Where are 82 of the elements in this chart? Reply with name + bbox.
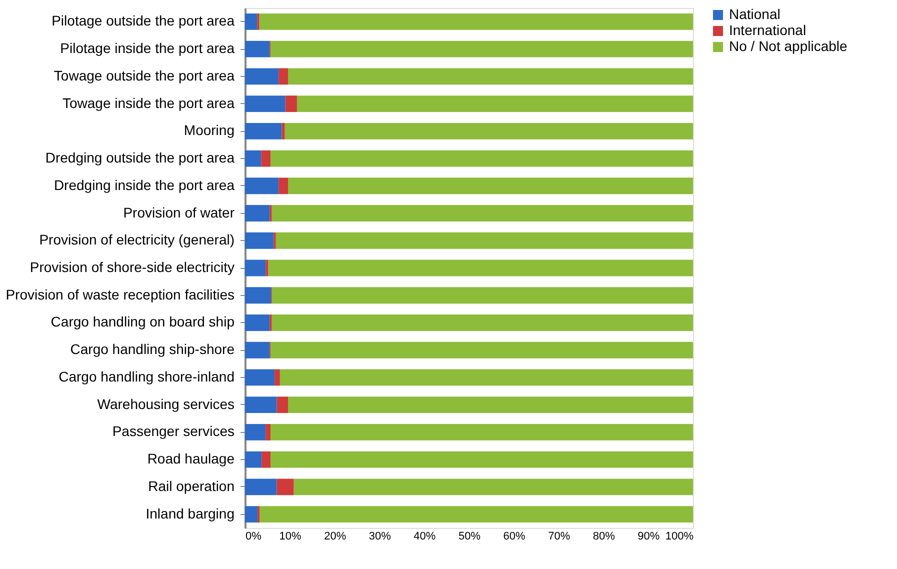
bar	[270, 342, 693, 358]
bar	[276, 232, 693, 249]
bar	[245, 424, 266, 440]
bar	[270, 40, 693, 58]
bar	[276, 478, 294, 496]
y-tick-label: Passenger services	[112, 423, 234, 440]
bar	[245, 260, 266, 276]
bar	[245, 68, 279, 85]
y-tick-label: Towage outside the port area	[54, 67, 235, 84]
bar	[245, 369, 275, 386]
y-tick-label: Road haulage	[147, 450, 235, 467]
bar	[272, 205, 693, 222]
x-tick-label: 20%	[324, 530, 346, 542]
bar	[245, 396, 277, 414]
bar	[245, 451, 262, 468]
x-tick-label: 50%	[458, 530, 481, 542]
y-tick-label: Rail operation	[148, 478, 234, 494]
y-tick-label: Mooring	[184, 122, 234, 138]
x-tick-label: 90%	[638, 530, 660, 542]
bar	[278, 68, 288, 85]
bar	[245, 96, 286, 112]
bar	[270, 451, 693, 468]
bar	[272, 314, 693, 331]
bar	[288, 178, 693, 194]
bar	[274, 369, 280, 386]
bar	[285, 96, 297, 112]
bar	[266, 424, 271, 440]
bar	[245, 13, 258, 30]
bar	[294, 478, 693, 496]
bar	[245, 205, 270, 222]
y-tick-label: Cargo handling on board ship	[50, 314, 235, 330]
x-tick-label: 60%	[503, 530, 526, 542]
legend-label: International	[729, 22, 806, 38]
bar	[245, 178, 279, 194]
bar	[245, 287, 271, 304]
bar	[272, 287, 693, 304]
bar	[245, 506, 258, 523]
y-tick-label: Provision of water	[123, 204, 235, 220]
bar	[245, 478, 277, 496]
bar	[284, 122, 693, 140]
bar	[282, 122, 285, 140]
bar	[245, 150, 262, 167]
x-tick-label: 0%	[246, 530, 262, 542]
x-tick-label: 100%	[665, 530, 694, 542]
bar	[245, 342, 270, 358]
bar	[296, 96, 693, 112]
bar	[245, 232, 274, 249]
y-tick-label: Dredging inside the port area	[54, 176, 235, 193]
bar	[245, 122, 282, 140]
bar	[260, 506, 693, 523]
y-tick-label: Towage inside the port area	[62, 94, 235, 111]
bar	[266, 260, 268, 276]
bar	[278, 178, 288, 194]
x-tick-label: 70%	[548, 530, 570, 542]
bar	[270, 150, 693, 167]
x-tick-label: 80%	[592, 530, 616, 542]
y-tick-label: Provision of shore-side electricity	[30, 259, 234, 275]
x-tick-label: 30%	[368, 530, 392, 542]
y-tick-label: Inland barging	[146, 505, 234, 522]
x-tick-label: 10%	[279, 530, 302, 542]
y-tick-label: Cargo handling ship-shore	[70, 341, 235, 358]
legend-label: National	[729, 6, 780, 22]
legend-label: No / Not applicable	[729, 38, 848, 54]
bar	[288, 396, 693, 414]
y-tick-label: Dredging outside the port area	[45, 150, 235, 166]
bar	[280, 369, 693, 386]
bar	[262, 451, 271, 468]
bar	[270, 424, 693, 440]
x-tick-label: 40%	[414, 530, 436, 542]
bar	[259, 13, 693, 30]
y-tick-label: Provision of electricity (general)	[39, 232, 234, 248]
y-tick-label: Cargo handling shore-inland	[58, 368, 234, 384]
y-tick-label: Pilotage outside the port area	[52, 12, 235, 29]
bar	[288, 68, 693, 85]
bar	[245, 314, 270, 331]
y-tick-label: Warehousing services	[97, 396, 234, 412]
bar	[245, 40, 270, 58]
bar	[268, 260, 693, 276]
bar	[276, 396, 288, 414]
y-tick-label: Provision of waste reception facilities	[6, 286, 234, 302]
y-tick-label: Pilotage inside the port area	[60, 40, 235, 56]
bar	[261, 150, 271, 167]
